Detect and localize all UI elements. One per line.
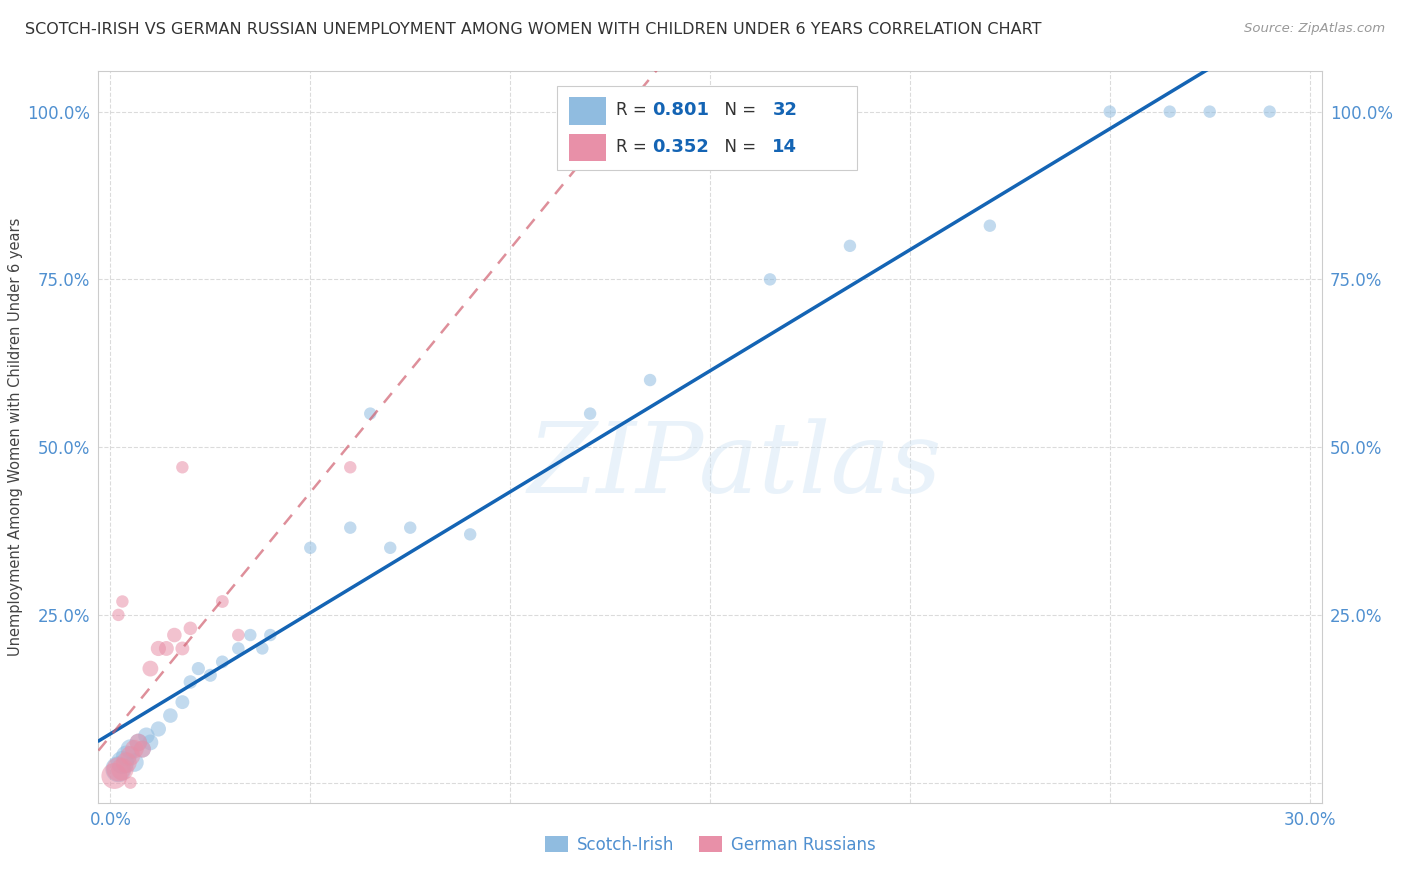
Point (127, 735, 149, 749)
Point (127, 735, 149, 749)
Y-axis label: Unemployment Among Women with Children Under 6 years: Unemployment Among Women with Children U… (8, 218, 24, 657)
Text: R =: R = (616, 138, 652, 156)
Point (1159, 104, 1181, 119)
Point (211, 655, 233, 669)
Text: N =: N = (714, 101, 761, 120)
Point (103, 769, 125, 783)
Point (172, 695, 194, 709)
Point (111, 756, 134, 770)
Point (299, 541, 322, 555)
Point (111, 762, 134, 776)
Text: ZIPatlas: ZIPatlas (527, 418, 942, 514)
Point (339, 460, 361, 475)
FancyBboxPatch shape (569, 97, 606, 125)
Point (1258, 104, 1281, 119)
Point (148, 641, 170, 656)
Text: 0.352: 0.352 (652, 138, 710, 156)
Point (239, 628, 262, 642)
Point (131, 742, 153, 756)
Point (107, 762, 129, 776)
Point (979, 219, 1001, 233)
Point (163, 628, 186, 642)
Text: 0.801: 0.801 (652, 101, 710, 120)
Text: Source: ZipAtlas.com: Source: ZipAtlas.com (1244, 22, 1385, 36)
Point (211, 594, 233, 608)
Point (124, 756, 146, 770)
Point (159, 708, 181, 723)
Point (252, 641, 274, 656)
Point (380, 541, 402, 555)
Point (172, 460, 194, 475)
Point (839, 239, 862, 253)
Point (228, 628, 250, 642)
Point (399, 521, 422, 535)
Legend: Scotch-Irish, German Russians: Scotch-Irish, German Russians (538, 829, 882, 860)
Point (115, 756, 138, 770)
Point (179, 621, 201, 635)
Point (148, 722, 170, 736)
Point (155, 641, 177, 656)
Point (124, 742, 146, 756)
Point (172, 641, 194, 656)
Point (179, 675, 201, 690)
Point (107, 762, 129, 776)
Point (1098, 104, 1121, 119)
Point (115, 748, 138, 763)
Point (1198, 104, 1220, 119)
Text: 32: 32 (772, 101, 797, 120)
Point (139, 662, 162, 676)
Point (120, 775, 142, 789)
Point (139, 735, 162, 749)
Text: R =: R = (616, 101, 652, 120)
Text: SCOTCH-IRISH VS GERMAN RUSSIAN UNEMPLOYMENT AMONG WOMEN WITH CHILDREN UNDER 6 YE: SCOTCH-IRISH VS GERMAN RUSSIAN UNEMPLOYM… (25, 22, 1042, 37)
Point (135, 729, 157, 743)
FancyBboxPatch shape (557, 86, 856, 170)
Point (111, 594, 134, 608)
Point (458, 527, 481, 541)
Point (638, 373, 661, 387)
Point (120, 748, 142, 763)
Point (107, 607, 129, 622)
Point (339, 521, 361, 535)
Point (228, 641, 250, 656)
Text: N =: N = (714, 138, 761, 156)
Point (579, 407, 602, 421)
Text: 14: 14 (772, 138, 797, 156)
Point (359, 407, 381, 421)
Point (259, 628, 281, 642)
Point (120, 742, 142, 756)
Point (200, 668, 222, 682)
FancyBboxPatch shape (569, 134, 606, 161)
Point (187, 662, 209, 676)
Point (759, 272, 782, 286)
Point (131, 742, 153, 756)
